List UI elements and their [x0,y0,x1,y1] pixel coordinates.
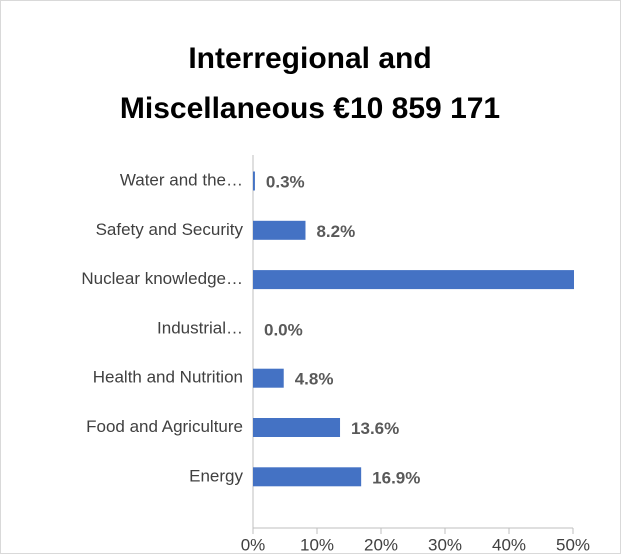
x-tick-label: 0% [241,535,266,554]
y-tick-label: Water and the… [120,170,243,189]
bar [253,467,362,487]
y-tick-label: Nuclear knowledge… [81,269,243,288]
x-tick-label: 30% [428,535,462,554]
bar [253,368,284,388]
y-tick-label: Safety and Security [96,220,244,239]
x-tick-label: 40% [492,535,526,554]
bar [253,220,306,240]
chart-title: Miscellaneous €10 859 171 [120,92,500,125]
bar [253,418,341,437]
y-tick-label: Energy [189,466,243,485]
data-label: 8.2% [316,222,355,241]
x-tick-label: 50% [556,535,590,554]
data-label: 4.8% [295,370,334,389]
data-label: 0.0% [264,320,303,339]
y-tick-label: Health and Nutrition [93,368,243,387]
data-label: 13.6% [351,419,399,438]
data-label: 0.3% [266,172,305,191]
bar [253,270,574,290]
data-label: 16.9% [372,468,420,487]
y-tick-label: Industrial… [157,318,243,337]
x-tick-label: 20% [364,535,398,554]
bar [253,171,255,191]
y-tick-label: Food and Agriculture [86,417,243,436]
chart-title: Interregional and [188,42,431,75]
x-tick-label: 10% [300,535,334,554]
